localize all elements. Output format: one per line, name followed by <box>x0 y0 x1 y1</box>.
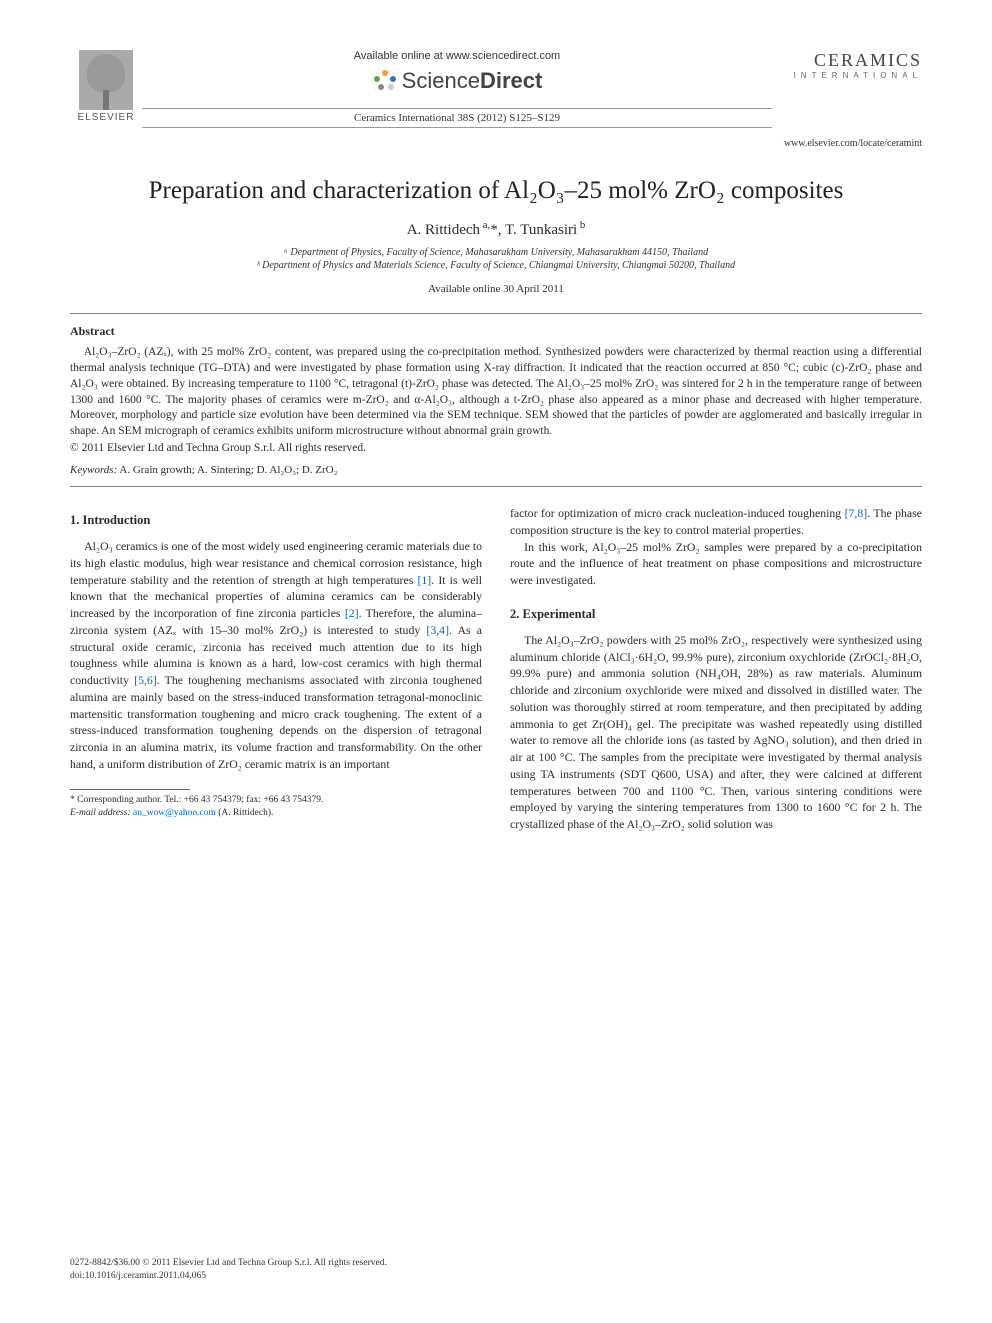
section-2-heading: 2. Experimental <box>510 607 922 622</box>
author-1-affil: a, <box>480 219 490 231</box>
abstract-copyright: © 2011 Elsevier Ltd and Techna Group S.r… <box>70 442 922 454</box>
available-date: Available online 30 April 2011 <box>70 283 922 295</box>
keywords: Keywords: A. Grain growth; A. Sintering;… <box>70 464 922 476</box>
sd-brand-1: Science <box>402 68 480 93</box>
authors: A. Rittidech a,*, T. Tunkasiri b <box>70 219 922 239</box>
article-title: Preparation and characterization of Al₂O… <box>70 177 922 205</box>
abstract-body: Al₂O₃–ZrO₂ (AZₓ), with 25 mol% ZrO₂ cont… <box>70 345 922 440</box>
footnote-email-affil: (A. Rittidech). <box>216 808 274 818</box>
page-header: ELSEVIER Available online at www.science… <box>70 50 922 130</box>
right-column: factor for optimization of micro crack n… <box>510 505 922 833</box>
experimental-paragraph-1: The Al₂O₃–ZrO₂ powders with 25 mol% ZrO₂… <box>510 632 922 833</box>
available-online-text: Available online at www.sciencedirect.co… <box>142 50 772 62</box>
elsevier-label: ELSEVIER <box>70 112 142 123</box>
page-footer: 0272-8842/$36.00 © 2011 Elsevier Ltd and… <box>70 1257 387 1283</box>
intro-paragraph-2: factor for optimization of micro crack n… <box>510 505 922 539</box>
footnote-email-line: E-mail address: au_wow@yahoo.com (A. Rit… <box>70 807 482 820</box>
abstract-heading: Abstract <box>70 324 922 339</box>
author-2: T. Tunkasiri <box>505 222 577 238</box>
body-columns: 1. Introduction Al₂O₃ ceramics is one of… <box>70 505 922 833</box>
footnote-corr: * Corresponding author. Tel.: +66 43 754… <box>70 794 482 807</box>
section-1-heading: 1. Introduction <box>70 513 482 528</box>
journal-url: www.elsevier.com/locate/ceramint <box>70 138 922 149</box>
footnote-block: * Corresponding author. Tel.: +66 43 754… <box>70 794 482 821</box>
footnote-separator <box>70 789 190 790</box>
elsevier-logo: ELSEVIER <box>70 50 142 123</box>
affiliation-a: ᵃ Department of Physics, Faculty of Scie… <box>70 247 922 258</box>
footer-doi: doi:10.1016/j.ceramint.2011.04.065 <box>70 1270 387 1283</box>
footer-line-1: 0272-8842/$36.00 © 2011 Elsevier Ltd and… <box>70 1257 387 1270</box>
journal-logo: CERAMICS INTERNATIONAL <box>772 50 922 80</box>
intro-paragraph-3: In this work, Al₂O₃–25 mol% ZrO₂ samples… <box>510 539 922 589</box>
affiliation-b: ᵇ Department of Physics and Materials Sc… <box>70 260 922 271</box>
sciencedirect-logo: ScienceDirect <box>372 68 543 94</box>
sciencedirect-text: ScienceDirect <box>402 68 543 94</box>
ceramics-label: CERAMICS <box>772 50 922 71</box>
footnote-email[interactable]: au_wow@yahoo.com <box>133 808 216 818</box>
author-2-affil: b <box>577 219 585 231</box>
rule-above-abstract <box>70 313 922 314</box>
ceramics-sub-label: INTERNATIONAL <box>772 71 922 80</box>
header-center: Available online at www.sciencedirect.co… <box>142 50 772 130</box>
elsevier-tree-icon <box>79 50 133 110</box>
author-1: A. Rittidech <box>407 222 480 238</box>
keywords-label: Keywords: <box>70 464 117 476</box>
footnote-email-label: E-mail address: <box>70 808 131 818</box>
citation-line: Ceramics International 38S (2012) S125–S… <box>142 108 772 128</box>
sciencedirect-dots-icon <box>372 68 398 94</box>
rule-below-abstract <box>70 486 922 487</box>
keywords-text: A. Grain growth; A. Sintering; D. Al₂O₃;… <box>117 464 337 476</box>
corr-star: * <box>490 222 498 238</box>
left-column: 1. Introduction Al₂O₃ ceramics is one of… <box>70 505 482 833</box>
intro-paragraph-1: Al₂O₃ ceramics is one of the most widely… <box>70 538 482 773</box>
sd-brand-2: Direct <box>480 68 542 93</box>
